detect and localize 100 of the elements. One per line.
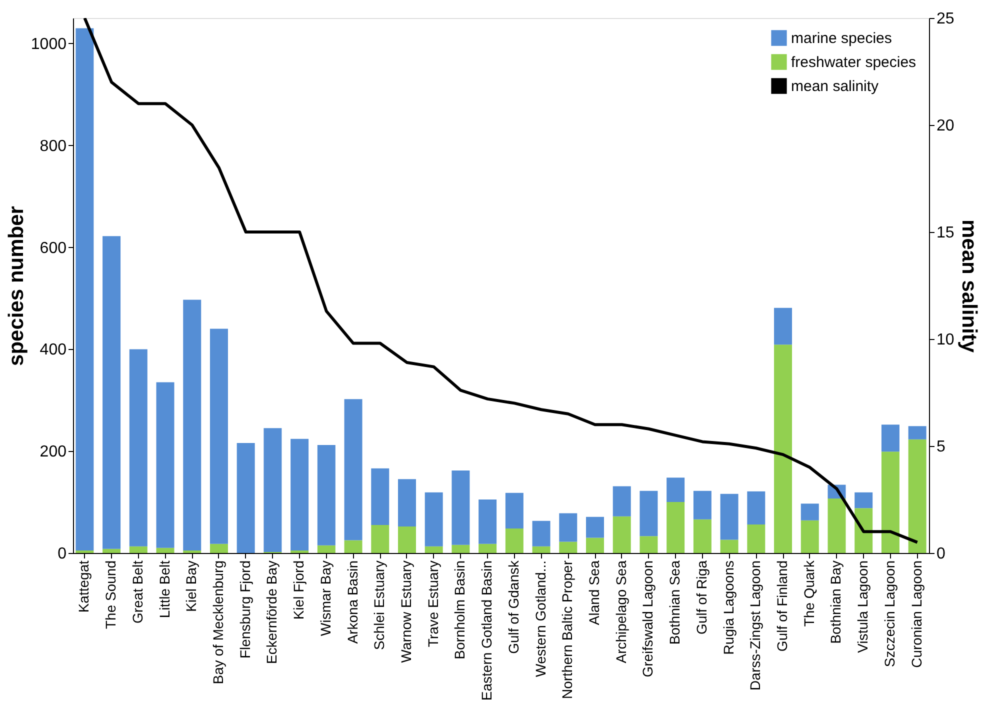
bar bbox=[398, 526, 416, 553]
bar bbox=[828, 498, 846, 553]
bar bbox=[317, 444, 336, 546]
x-tick-label: Bothnian Sea bbox=[666, 560, 683, 645]
bar bbox=[854, 492, 873, 508]
x-tick-label: Little Belt bbox=[156, 560, 172, 618]
x-tick-label: Szczecin Lagoon bbox=[881, 560, 898, 668]
bar bbox=[854, 508, 873, 553]
y2-tick-label: 0 bbox=[936, 546, 946, 562]
bar bbox=[452, 544, 470, 553]
x-tick-label: Darss-Zingst Lagoon bbox=[747, 560, 764, 690]
x-tick-label: Great Belt bbox=[129, 560, 146, 624]
bar bbox=[290, 550, 309, 553]
bar bbox=[881, 452, 900, 553]
x-tick-label: Gulf of Riga bbox=[693, 560, 710, 634]
bar bbox=[424, 492, 443, 546]
x-tick-label: Eastern Gotland Basin bbox=[478, 560, 495, 701]
bar bbox=[210, 328, 228, 544]
bar bbox=[612, 486, 631, 516]
bar bbox=[774, 344, 792, 553]
y-tick-label: 1000 bbox=[30, 36, 67, 53]
bar bbox=[156, 548, 174, 553]
x-tick-label: The Sound bbox=[102, 560, 119, 629]
x-tick-label: Warnow Estuary bbox=[398, 560, 414, 663]
y-axis-title: species number bbox=[4, 206, 28, 366]
bar bbox=[720, 540, 738, 553]
y-tick-label: 200 bbox=[40, 444, 67, 461]
x-tick-label: Aland Sea bbox=[586, 560, 602, 626]
x-tick-label: Arkona Basin bbox=[344, 560, 360, 644]
line-series bbox=[83, 18, 919, 544]
bar bbox=[666, 478, 685, 502]
y-tick-label: 0 bbox=[58, 546, 67, 562]
bar bbox=[612, 516, 631, 553]
bar bbox=[398, 479, 416, 527]
bar bbox=[478, 544, 497, 553]
legend-label: freshwater species bbox=[791, 54, 916, 71]
bar bbox=[102, 236, 121, 549]
bar bbox=[908, 439, 926, 553]
bar bbox=[800, 520, 819, 553]
x-tick-label: Western Gotland... bbox=[532, 560, 548, 677]
bar bbox=[236, 442, 255, 553]
bar bbox=[747, 524, 766, 553]
y2-tick-label: 25 bbox=[936, 10, 954, 28]
x-tick-label: Gulf of Finland bbox=[774, 560, 790, 652]
bar bbox=[640, 536, 658, 553]
bar bbox=[76, 28, 94, 550]
bar bbox=[210, 544, 228, 553]
bar bbox=[640, 490, 658, 536]
bar bbox=[908, 426, 926, 440]
bar bbox=[264, 428, 282, 552]
bar bbox=[505, 528, 524, 553]
bar bbox=[344, 399, 362, 540]
x-tick-label: Wismar Bay bbox=[317, 560, 334, 636]
y2-tick-label: 20 bbox=[936, 118, 954, 134]
bar bbox=[693, 519, 712, 553]
x-tick-label: Trave Estuary bbox=[424, 560, 441, 648]
bar bbox=[881, 424, 900, 452]
bar bbox=[102, 548, 121, 553]
bar bbox=[452, 470, 470, 545]
bar bbox=[800, 504, 819, 520]
y2-tick-label: 10 bbox=[936, 332, 954, 348]
bar bbox=[317, 545, 336, 553]
bar bbox=[344, 540, 362, 553]
bar bbox=[559, 542, 578, 553]
bar bbox=[76, 550, 94, 553]
x-tick-label: Flensburg Fjord bbox=[236, 560, 253, 659]
x-tick-label: Northern Baltic Proper bbox=[559, 560, 576, 700]
x-tick-label: Bothnian Bay bbox=[828, 560, 844, 644]
y-tick-label: 400 bbox=[40, 342, 67, 359]
bar bbox=[666, 502, 685, 553]
y2-tick-label: 5 bbox=[936, 438, 946, 456]
x-tick-label: Schlei Estuary bbox=[371, 560, 388, 650]
bar bbox=[532, 520, 550, 546]
x-tick-label: Eckernförde Bay bbox=[264, 560, 280, 664]
bar bbox=[156, 382, 174, 548]
bar bbox=[532, 546, 550, 553]
x-tick-label: Archipelago Sea bbox=[612, 560, 629, 664]
legend-label: marine species bbox=[791, 30, 892, 47]
bar bbox=[478, 500, 497, 544]
bar bbox=[586, 516, 604, 538]
bar bbox=[559, 513, 578, 542]
x-tick-label: Bornholm Basin bbox=[452, 560, 468, 660]
bar bbox=[183, 300, 202, 550]
x-tick-label: Vistula Lagoon bbox=[854, 560, 871, 653]
bar bbox=[290, 438, 309, 550]
x-tick-label: Gulf of Gdansk bbox=[505, 560, 522, 654]
x-tick-label: Bay of Mecklenburg bbox=[210, 560, 226, 684]
x-tick-label: The Quark bbox=[800, 560, 817, 627]
legend-label: mean salinity bbox=[791, 78, 880, 95]
y-tick-label: 600 bbox=[40, 240, 67, 257]
x-tick-label: Rugia Lagoons bbox=[720, 560, 736, 655]
x-tick-label: Greifswald Lagoon bbox=[640, 560, 656, 678]
x-tick-label: Kattegat bbox=[76, 560, 92, 613]
y2-axis-title: mean salinity bbox=[957, 219, 980, 353]
bar bbox=[129, 546, 148, 553]
x-tick-label: Kiel Fjord bbox=[290, 560, 307, 620]
x-tick-label: Curonian Lagoon bbox=[908, 560, 924, 668]
x-tick-label: Kiel Bay bbox=[183, 560, 200, 612]
bar bbox=[693, 490, 712, 520]
bar bbox=[505, 492, 524, 529]
